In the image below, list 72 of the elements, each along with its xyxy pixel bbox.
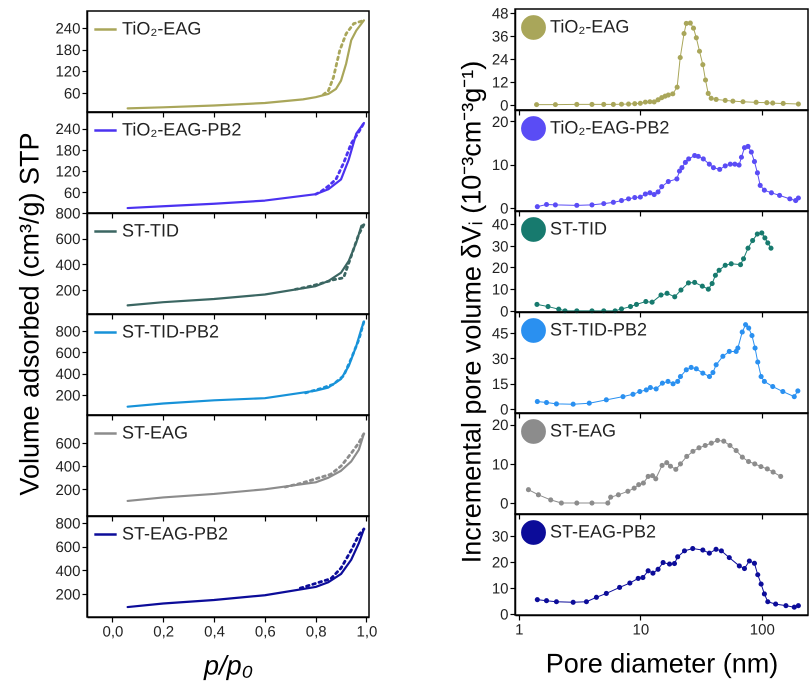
y-tick-label: 600 [55,539,80,556]
y-tick-label: 36 [492,28,508,46]
y-tick-label: 20 [492,260,508,277]
legend-label: ST-TID [122,220,179,240]
x-axis-title: p/p₀ [203,650,253,680]
y-tick-label: 400 [55,458,80,476]
y-axis-title: Incremental pore volume δVᵢ (10⁻³cm⁻³g⁻¹) [456,60,488,564]
legend-label: TiO₂-EAG-PB2 [122,120,242,140]
y-tick-label: 10 [492,157,508,174]
x-tick-label: 0,8 [306,624,327,640]
legend-label: ST-EAG [550,420,616,440]
y-tick-label: 0 [500,98,508,115]
y-tick-label: 400 [55,366,80,384]
legend-label: ST-EAG-PB2 [550,522,656,542]
x-tick-label: 0,0 [102,624,124,640]
y-tick-label: 200 [55,387,80,404]
y-tick-label: 600 [55,435,80,452]
y-tick-label: 240 [55,20,80,38]
y-tick-label: 10 [492,580,508,598]
y-tick-label: 10 [492,282,508,299]
y-tick-label: 24 [492,51,508,68]
y-tick-label: 0 [500,401,508,418]
x-tick-label: 0,4 [204,624,225,640]
y-tick-label: 800 [55,516,80,533]
x-axis-title: Pore diameter (nm) [546,648,778,678]
x-tick-label: 0,6 [254,624,276,640]
y-tick-label: 48 [492,5,508,22]
y-tick-label: 120 [55,64,80,81]
y-tick-label: 180 [55,42,80,60]
x-tick-label: 0,2 [153,624,174,640]
x-tick-label: 10 [632,622,650,638]
y-tick-label: 600 [55,231,80,248]
y-tick-label: 600 [55,344,80,362]
y-tick-label: 0 [500,303,508,320]
y-tick-label: 180 [55,142,80,160]
y-tick-label: 12 [492,74,508,92]
y-tick-label: 30 [492,528,508,546]
y-tick-label: 200 [55,282,80,300]
y-tick-label: 20 [492,554,508,572]
y-tick-label: 40 [492,216,508,234]
y-axis-title: Volume adsorbed (cm³/g) STP [14,132,46,496]
x-tick-label: 100 [750,622,775,638]
y-tick-label: 30 [492,350,508,368]
y-tick-label: 45 [492,326,508,343]
y-tick-label: 800 [55,206,80,222]
y-tick-label: 400 [55,256,80,274]
x-tick-label: 1,0 [356,624,378,640]
legend-label: ST-TID [550,218,607,238]
y-tick-label: 0 [500,606,508,624]
y-tick-label: 15 [492,376,508,394]
y-tick-label: 60 [64,184,80,202]
legend-label: ST-EAG-PB2 [122,524,228,544]
y-tick-label: 20 [492,114,508,131]
legend-label: ST-TID-PB2 [550,320,648,340]
legend-label: TiO₂-EAG [550,16,630,36]
y-tick-label: 10 [492,456,508,474]
y-tick-label: 0 [500,496,508,513]
legend-label: TiO₂-EAG [122,18,202,38]
y-tick-label: 800 [55,324,80,341]
y-tick-label: 200 [55,482,80,499]
legend-label: ST-TID-PB2 [122,322,220,342]
y-tick-label: 60 [64,85,80,102]
y-tick-label: 400 [55,562,80,580]
legend-label: ST-EAG [122,422,188,442]
legend-label: TiO₂-EAG-PB2 [550,118,670,138]
y-tick-label: 240 [55,121,80,138]
y-tick-label: 30 [492,238,508,256]
y-tick-label: 0 [500,200,508,218]
y-tick-label: 120 [55,164,80,181]
x-tick-label: 1 [515,622,524,638]
y-tick-label: 20 [492,417,508,434]
y-tick-label: 200 [55,586,80,604]
